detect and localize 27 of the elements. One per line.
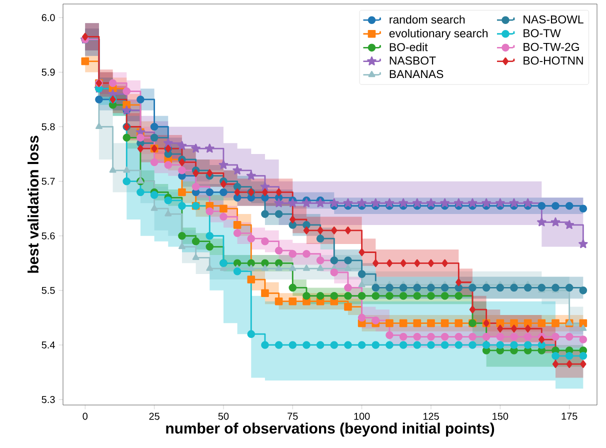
- y-axis-title: best validation loss: [28, 136, 39, 273]
- x-tick-label: 175: [562, 412, 578, 420]
- legend-label: BANANAS: [390, 70, 444, 78]
- x-tick-label: 150: [492, 412, 508, 420]
- y-tick-label: 6.0: [42, 14, 55, 22]
- y-tick-label: 5.9: [42, 68, 55, 76]
- y-tick-label: 5.3: [42, 396, 55, 404]
- legend-label: BO-HOTNN: [524, 56, 583, 65]
- y-tick-label: 5.8: [42, 123, 55, 130]
- x-tick-label: 125: [423, 412, 439, 420]
- x-tick-label: 100: [354, 412, 370, 420]
- legend-label: evolutionary search: [389, 28, 488, 40]
- x-tick-label: 75: [288, 412, 298, 420]
- legend-label: NAS-BOWL: [524, 15, 584, 24]
- legend-label: BO-TW: [524, 29, 561, 38]
- x-tick-label: 25: [149, 412, 160, 420]
- x-axis-title: number of observations (beyond initial points): [166, 422, 494, 437]
- legend-label: random search: [390, 15, 465, 24]
- legend-label: BO-TW-2G: [524, 42, 579, 52]
- legend-label: BO-edit: [390, 42, 428, 52]
- x-tick-label: 0: [82, 412, 88, 420]
- x-tick-label: 50: [218, 412, 229, 420]
- y-tick-label: 5.5: [42, 286, 55, 294]
- y-tick-label: 5.7: [42, 178, 55, 185]
- y-tick-label: 5.4: [42, 342, 55, 348]
- legend-label: NASBOT: [390, 56, 436, 65]
- y-tick-label: 5.6: [42, 232, 55, 240]
